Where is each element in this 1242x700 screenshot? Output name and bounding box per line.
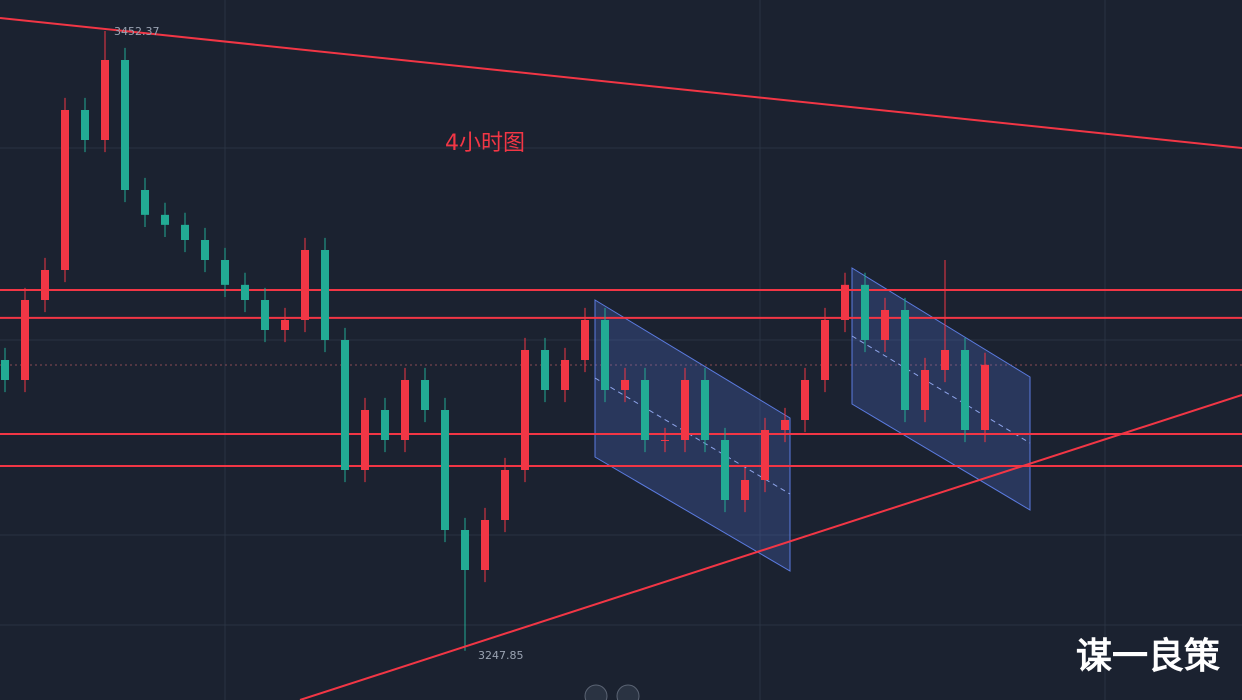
candle-body xyxy=(801,380,809,420)
candle-body xyxy=(241,284,249,300)
candle-body xyxy=(421,380,429,410)
channel xyxy=(594,267,1031,572)
low-label: 3247.85 xyxy=(478,649,524,662)
candle-body xyxy=(501,470,509,520)
channel-mid xyxy=(594,377,791,495)
candle-body xyxy=(961,350,969,430)
channel-area xyxy=(594,299,791,572)
candle-body xyxy=(721,440,729,500)
candle-body xyxy=(341,340,349,470)
trend-line xyxy=(0,17,1242,149)
candle-body xyxy=(601,320,609,390)
candle-body xyxy=(541,350,549,390)
candle-body xyxy=(101,60,109,140)
candle-body xyxy=(781,420,789,430)
candle-body xyxy=(121,60,129,190)
candle-body xyxy=(21,300,29,380)
candle-body xyxy=(561,360,569,390)
candle-body xyxy=(521,350,529,470)
candle-body xyxy=(981,364,989,430)
high-label: 3452.37 xyxy=(114,25,160,38)
trend-line xyxy=(299,394,1242,700)
candle-body xyxy=(281,320,289,330)
candle-body xyxy=(901,310,909,410)
candle-body xyxy=(201,240,209,260)
candle-body xyxy=(761,430,769,480)
candles xyxy=(0,31,1242,651)
candle-body xyxy=(61,110,69,270)
candle-body xyxy=(321,250,329,340)
candle-body xyxy=(821,320,829,380)
candle-body xyxy=(261,300,269,330)
candle-body xyxy=(81,110,89,140)
candle-body xyxy=(381,410,389,440)
candle-body xyxy=(141,190,149,215)
candle-body xyxy=(621,380,629,390)
candle-body xyxy=(641,380,649,440)
candle-body xyxy=(921,370,929,410)
candle-body xyxy=(361,410,369,470)
candle-body xyxy=(861,284,869,340)
nav-button[interactable] xyxy=(584,684,608,700)
candle-body xyxy=(701,380,709,440)
watermark: 谋一良策 xyxy=(1076,636,1220,677)
channel-mid xyxy=(851,335,1031,444)
candle-body xyxy=(221,260,229,285)
candle-body xyxy=(161,214,169,225)
candle-body xyxy=(681,380,689,440)
candle-body xyxy=(661,440,669,441)
chart-title: 4小时图 xyxy=(445,131,525,156)
candle-body xyxy=(1,360,9,380)
candle-body xyxy=(461,530,469,570)
nav-button[interactable] xyxy=(616,684,640,700)
candle-body xyxy=(741,480,749,500)
candle-body xyxy=(841,284,849,320)
candle-body xyxy=(41,270,49,300)
candle-body xyxy=(881,310,889,340)
nav-buttons xyxy=(584,684,640,700)
candle-body xyxy=(941,350,949,370)
candle-body xyxy=(181,224,189,240)
candle-body xyxy=(481,520,489,570)
candle-body xyxy=(581,320,589,360)
candle-body xyxy=(401,380,409,440)
candle-body xyxy=(301,250,309,320)
candle-body xyxy=(441,410,449,530)
